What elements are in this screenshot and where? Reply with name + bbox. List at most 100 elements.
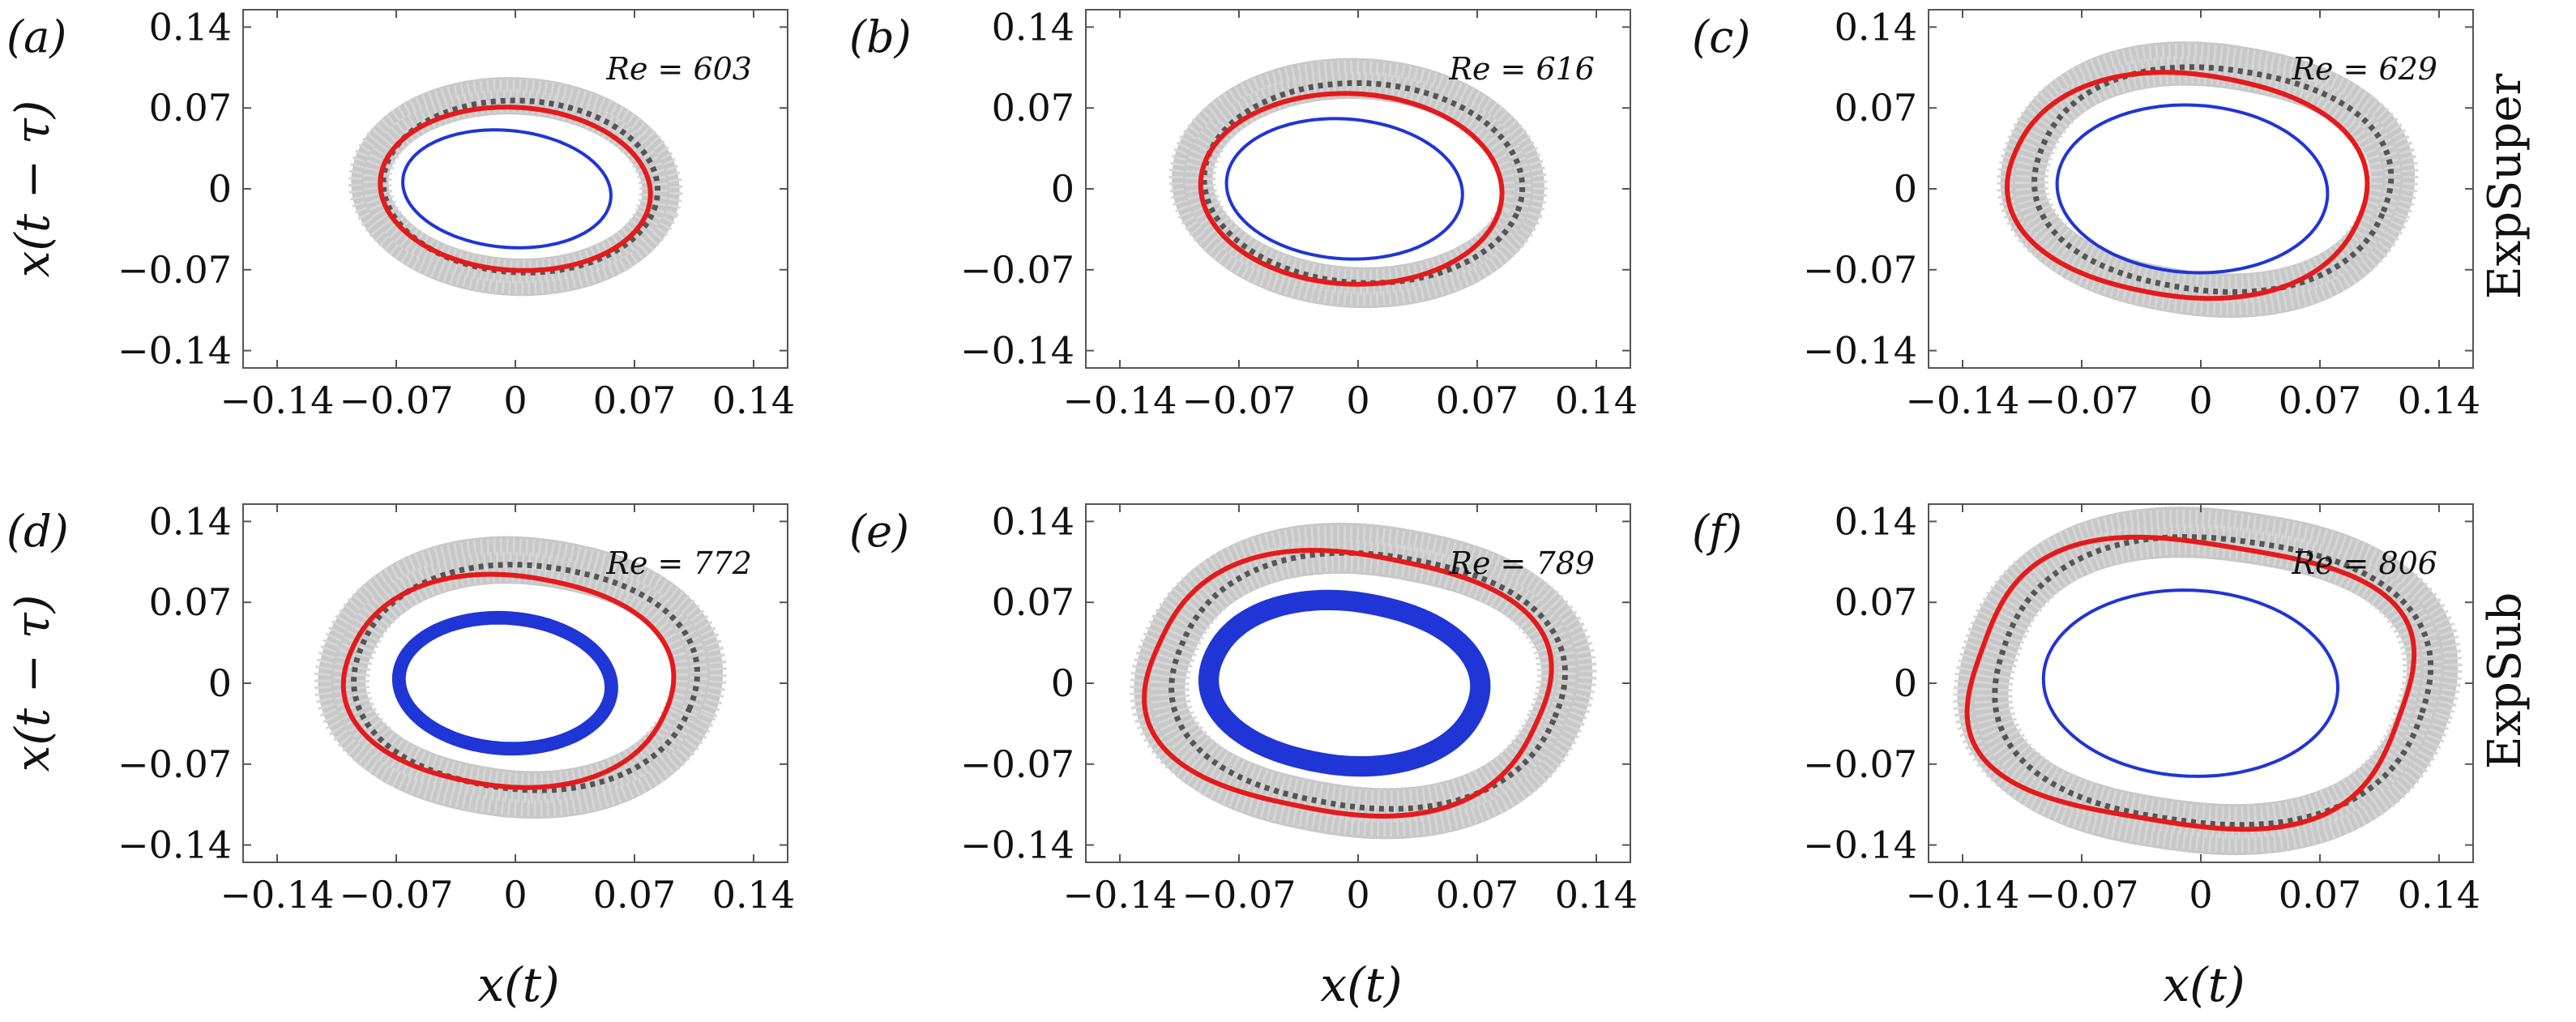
y-tick-label: 0.14	[1835, 5, 1917, 49]
x-tick-label: −0.07	[2025, 873, 2139, 917]
panel-label: (b)	[849, 11, 912, 62]
y-tick-label: 0	[208, 167, 232, 211]
panel-0: −0.14 −0.07 0 0.07 0.14−0.14−0.0700.070.14(a…	[5, 5, 795, 422]
x-axis-label-col3: x(t)	[2163, 957, 2245, 1012]
panel-label: (d)	[6, 506, 69, 557]
panel-2: −0.14 −0.07 0 0.07 0.14−0.14−0.0700.070.14(c…	[1692, 5, 2480, 422]
series-blue-orbit	[2055, 103, 2330, 275]
x-tick-label: −0.14	[1063, 378, 1177, 422]
y-tick-label: −0.14	[960, 823, 1074, 867]
panel-label: (a)	[6, 11, 66, 62]
y-tick-label: −0.14	[960, 329, 1074, 373]
y-tick-label: 0	[1894, 167, 1917, 211]
x-tick-label: 0.14	[2398, 873, 2480, 917]
re-annotation: Re = 629	[2291, 51, 2437, 87]
row-label-sub: ExpSub	[2479, 592, 2531, 770]
plot-area	[1997, 41, 2419, 319]
x-tick-label: 0.07	[1436, 873, 1519, 917]
panels-layer: −0.14 −0.07 0 0.07 0.14−0.14−0.0700.070.14(a…	[5, 5, 2480, 917]
re-annotation: Re = 616	[1448, 51, 1595, 87]
y-tick-label: 0.07	[149, 580, 232, 624]
series-experiment-noise	[348, 79, 683, 294]
series-blue-orbit	[1224, 117, 1464, 261]
y-tick-label: 0	[1894, 661, 1917, 705]
y-tick-label: −0.07	[1803, 248, 1917, 292]
y-tick-label: 0.14	[149, 5, 232, 49]
x-tick-label: −0.14	[1063, 873, 1177, 917]
x-tick-label: −0.07	[2025, 378, 2139, 422]
series-red-orbit	[1142, 548, 1554, 819]
panel-1: −0.14 −0.07 0 0.07 0.14−0.14−0.0700.070.14(b…	[849, 5, 1638, 422]
x-tick-label: 0.14	[712, 378, 795, 422]
y-tick-label: 0	[1051, 661, 1074, 705]
x-tick-label: 0	[2189, 378, 2212, 422]
x-tick-label: 0.07	[593, 378, 676, 422]
re-annotation: Re = 806	[2291, 545, 2437, 581]
y-tick-label: −0.14	[117, 823, 232, 867]
x-tick-label: 0	[503, 873, 527, 917]
y-tick-label: 0.07	[992, 580, 1074, 624]
x-tick-label: 0.14	[1555, 873, 1638, 917]
panel-label: (f)	[1692, 506, 1742, 557]
y-tick-label: −0.14	[117, 329, 232, 373]
x-tick-label: −0.14	[1906, 378, 2020, 422]
panel-4: −0.14 −0.07 0 0.07 0.14−0.14−0.0700.070.14(e…	[849, 499, 1638, 917]
series-dotted-orbit	[1168, 549, 1569, 812]
series-blue-orbit	[391, 610, 618, 756]
series-blue-orbit	[2041, 588, 2339, 778]
plot-area	[1130, 522, 1597, 840]
re-annotation: Re = 603	[605, 51, 752, 87]
series-experiment-noise	[1185, 71, 1532, 295]
series-experiment-noise	[1171, 553, 1556, 809]
x-tick-label: 0	[503, 378, 527, 422]
y-tick-label: −0.07	[960, 248, 1074, 292]
x-tick-label: 0.14	[2398, 378, 2480, 422]
series-blue-orbit	[1198, 589, 1491, 777]
y-tick-label: −0.07	[1803, 742, 1917, 786]
y-axis-label: x(t − τ)	[5, 100, 60, 278]
y-tick-label: 0	[208, 661, 232, 705]
panel-3: −0.14 −0.07 0 0.07 0.14−0.14−0.0700.070.14(d…	[5, 499, 795, 917]
x-tick-label: 0.07	[2279, 873, 2361, 917]
x-tick-label: −0.14	[220, 873, 335, 917]
series-experiment-noise	[2032, 67, 2383, 292]
y-tick-label: 0.14	[149, 499, 232, 543]
x-tick-label: 0.14	[1555, 378, 1638, 422]
y-tick-label: 0.07	[992, 86, 1074, 130]
series-experiment-noise	[352, 564, 689, 790]
y-tick-label: −0.07	[117, 248, 232, 292]
x-axis-label-col1: x(t)	[477, 957, 559, 1012]
y-tick-label: 0.14	[1835, 499, 1917, 543]
x-tick-label: −0.07	[340, 378, 454, 422]
series-blue-orbit	[401, 128, 613, 250]
series-red-orbit	[1964, 534, 2417, 832]
plot-area	[1953, 507, 2463, 856]
series-dotted-orbit	[2031, 64, 2394, 295]
x-tick-label: −0.07	[1182, 873, 1297, 917]
y-tick-label: 0.14	[992, 499, 1074, 543]
series-experiment-noise	[1168, 60, 1548, 306]
x-tick-label: 0.07	[2279, 378, 2361, 422]
y-tick-label: 0.14	[992, 5, 1074, 49]
y-tick-label: −0.07	[960, 742, 1074, 786]
x-tick-label: −0.07	[1182, 378, 1297, 422]
panel-label: (e)	[849, 506, 909, 557]
series-red-orbit	[2005, 70, 2370, 301]
x-tick-label: −0.07	[340, 873, 454, 917]
y-axis-label: x(t − τ)	[5, 595, 60, 772]
row-label-super: ExpSuper	[2479, 74, 2531, 300]
series-dotted-orbit	[351, 562, 700, 793]
x-tick-label: 0.14	[712, 873, 795, 917]
plot-area	[1168, 58, 1548, 309]
x-tick-label: 0.07	[1436, 378, 1519, 422]
plot-area	[348, 77, 683, 297]
x-tick-label: 0	[1346, 378, 1369, 422]
series-experiment-noise	[1994, 537, 2421, 825]
y-tick-label: −0.14	[1803, 823, 1917, 867]
series-red-orbit	[340, 571, 677, 790]
re-annotation: Re = 772	[605, 545, 752, 581]
x-tick-label: 0	[2189, 873, 2212, 917]
x-tick-label: −0.14	[220, 378, 335, 422]
x-axis-label-col2: x(t)	[1320, 957, 1402, 1012]
series-experiment-noise	[363, 89, 668, 284]
